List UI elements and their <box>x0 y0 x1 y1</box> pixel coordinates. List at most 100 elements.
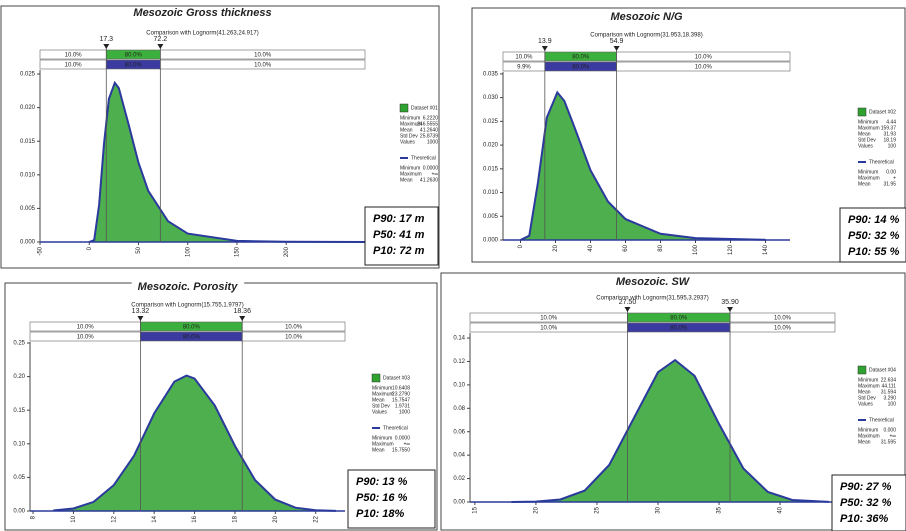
distribution-area <box>53 375 336 511</box>
x-tick-label: 40 <box>778 506 784 513</box>
marker-label: 54.9 <box>610 38 624 45</box>
x-tick-label: 200 <box>284 246 290 257</box>
legend-swatch <box>857 365 867 375</box>
y-tick-label: 0.025 <box>20 72 36 78</box>
legend-stat-name: Mean <box>372 397 385 403</box>
legend-stat-name: Std Dev <box>858 395 876 401</box>
x-tick-label: 15 <box>472 506 478 513</box>
legend-stat-name: Maximum <box>858 125 880 131</box>
summary-line: P10: 72 m <box>373 245 425 257</box>
marker-handle <box>137 316 144 321</box>
y-tick-label: 0.015 <box>20 139 36 145</box>
fitted-curve <box>88 80 366 243</box>
summary-line: P10: 55 % <box>848 246 900 258</box>
legend-stat-name: Std Dev <box>400 133 418 139</box>
y-tick-label: 0.00 <box>13 509 25 515</box>
legend-stat-name: Values <box>858 401 873 407</box>
legend-stat-value: 4.44 <box>886 119 896 125</box>
marker-handle <box>624 307 631 312</box>
legend-swatch <box>371 373 381 383</box>
legend-stat-name: Maximum <box>400 121 422 127</box>
legend-stat-value: 0.00 <box>886 169 896 175</box>
marker-handle <box>613 46 620 51</box>
summary-line: P90: 27 % <box>840 481 892 493</box>
legend-stat-name: Maximum <box>858 433 880 439</box>
band-label: 9.9% <box>517 64 531 70</box>
y-tick-label: 0.25 <box>13 341 25 347</box>
band-label: 80.0% <box>572 54 590 60</box>
legend-stat-value: 1000 <box>399 409 410 415</box>
fitted-curve <box>53 374 336 512</box>
summary-line: P90: 14 % <box>848 214 900 226</box>
marker-handle <box>239 316 246 321</box>
band-label: 10.0% <box>285 334 303 340</box>
band-label: 80.0% <box>670 325 688 331</box>
chart-panel: Mesozoic. Porosity Comparison with Lognor… <box>4 280 438 531</box>
legend-stat-value: 100 <box>888 401 897 407</box>
summary-box <box>347 469 436 529</box>
y-tick-label: 0.10 <box>13 441 25 447</box>
summary-line: P90: 13 % <box>356 476 408 488</box>
chart-title: Mesozoic. Porosity <box>138 281 239 293</box>
summary-line: P10: 18% <box>356 508 405 520</box>
legend-dataset: Dataset #02 <box>869 109 896 115</box>
legend-stat-value: 15.7550 <box>392 447 410 453</box>
legend-stat-value: 0.000 <box>883 427 896 433</box>
legend-stat-value: 22.634 <box>881 377 897 383</box>
band-label: 10.0% <box>540 315 558 321</box>
band-label: 10.0% <box>695 64 713 70</box>
x-tick-label: 22 <box>313 515 319 522</box>
x-tick-label: 100 <box>185 246 191 257</box>
summary-box <box>364 206 439 266</box>
band-label: 80.0% <box>183 334 201 340</box>
legend-dataset: Dataset #04 <box>869 367 896 373</box>
x-tick-label: 20 <box>533 506 539 513</box>
chart-panel: Mesozoic. SW Comparison with Lognorm(31.5… <box>440 272 906 531</box>
band-label: 80.0% <box>183 324 201 330</box>
band-label: 10.0% <box>77 334 95 340</box>
x-tick-label: 150 <box>235 246 241 257</box>
chart-subtitle: Comparison with Lognorm(15.755,1.9797) <box>131 303 243 309</box>
chart-subtitle: Comparison with Lognorm(31.595,3.2937) <box>596 296 708 302</box>
title-background <box>604 10 690 23</box>
x-tick-label: 8 <box>31 515 37 519</box>
y-tick-label: 0.000 <box>483 238 499 244</box>
y-tick-label: 0.020 <box>483 143 499 149</box>
legend-stat-value: 159.37 <box>881 125 897 131</box>
x-tick-label: 40 <box>588 244 594 251</box>
y-tick-label: 0.15 <box>13 408 25 414</box>
marker-label: 18.36 <box>233 308 251 315</box>
distribution-area <box>89 82 365 242</box>
legend-stat-value: +∞ <box>890 433 897 439</box>
summary-line: P50: 41 m <box>373 229 425 241</box>
distribution-area <box>520 92 766 241</box>
legend-stat-value: 246.5555 <box>417 121 438 127</box>
y-tick-label: 0.04 <box>453 453 465 459</box>
legend-dataset: Dataset #03 <box>383 375 410 381</box>
y-tick-label: 0.12 <box>453 359 465 365</box>
x-tick-label: 14 <box>152 515 158 522</box>
marker-label: 72.2 <box>154 36 168 43</box>
summary-line: P50: 32 % <box>840 497 892 509</box>
marker-handle <box>541 46 548 51</box>
summary-line: P90: 17 m <box>373 213 425 225</box>
marker-label: 35.90 <box>721 299 739 306</box>
x-tick-label: 10 <box>71 515 77 522</box>
legend-stat-value: 31.93 <box>883 131 896 137</box>
marker-label: 27.50 <box>619 299 637 306</box>
legend-stat-value: 15.7547 <box>392 397 410 403</box>
legend-stat-name: Mean <box>372 447 385 453</box>
legend-stat-value: 31.95 <box>883 181 896 187</box>
y-tick-label: 0.015 <box>483 166 499 172</box>
chart-panel: Mesozoic N/G Comparison with Lognorm(31.9… <box>471 7 906 263</box>
summary-line: P50: 16 % <box>356 492 408 504</box>
band-label: 10.0% <box>774 325 792 331</box>
summary-line: P10: 36% <box>840 513 889 525</box>
chart-subtitle: Comparison with Lognorm(41.263,24.917) <box>146 31 258 37</box>
legend-stat-name: Mean <box>400 177 413 183</box>
y-tick-label: 0.00 <box>453 500 465 506</box>
legend-stat-name: Minimum <box>400 165 420 171</box>
legend-stat-value: 41.2640 <box>420 127 438 133</box>
legend-stat-name: Values <box>858 143 873 149</box>
